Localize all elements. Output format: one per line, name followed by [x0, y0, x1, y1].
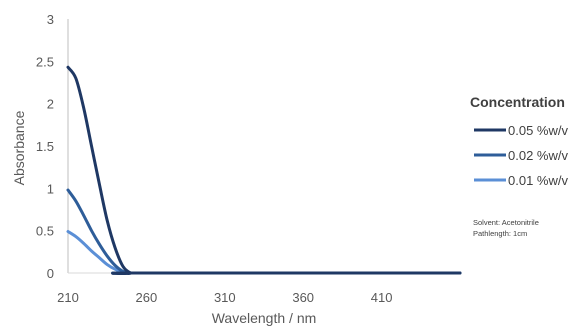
y-tick-label: 1 — [47, 181, 54, 196]
legend-title: Concentration — [470, 94, 565, 110]
legend-entry-label: 0.02 %w/v — [508, 148, 568, 163]
y-axis-title: Absorbance — [11, 110, 27, 185]
x-tick-label: 210 — [57, 290, 79, 305]
y-tick-label: 0.5 — [36, 224, 54, 239]
x-tick-label: 360 — [292, 290, 314, 305]
pathlength-note: Pathlength: 1cm — [473, 229, 527, 238]
y-tick-label: 3 — [47, 12, 54, 27]
axes: 0 0.5 1 1.5 2 2.5 3 210 260 310 360 410 — [36, 12, 460, 305]
y-tick-label: 2.5 — [36, 54, 54, 69]
solvent-note: Solvent: Acetonitrile — [473, 218, 539, 227]
plot-lines — [66, 65, 462, 275]
legend: Concentration 0.05 %w/v 0.02 %w/v 0.01 %w/… — [470, 94, 568, 188]
annotation-notes: Solvent: Acetonitrile Pathlength: 1cm — [473, 218, 539, 238]
x-tick-label: 260 — [136, 290, 158, 305]
series-line — [66, 65, 462, 275]
y-tick-label: 1.5 — [36, 139, 54, 154]
legend-entry-label: 0.05 %w/v — [508, 123, 568, 138]
y-tick-label: 0 — [47, 266, 54, 281]
x-tick-label: 410 — [371, 290, 393, 305]
legend-entry-label: 0.01 %w/v — [508, 173, 568, 188]
x-tick-label: 310 — [214, 290, 236, 305]
y-tick-label: 2 — [47, 97, 54, 112]
x-axis-title: Wavelength / nm — [212, 310, 317, 326]
